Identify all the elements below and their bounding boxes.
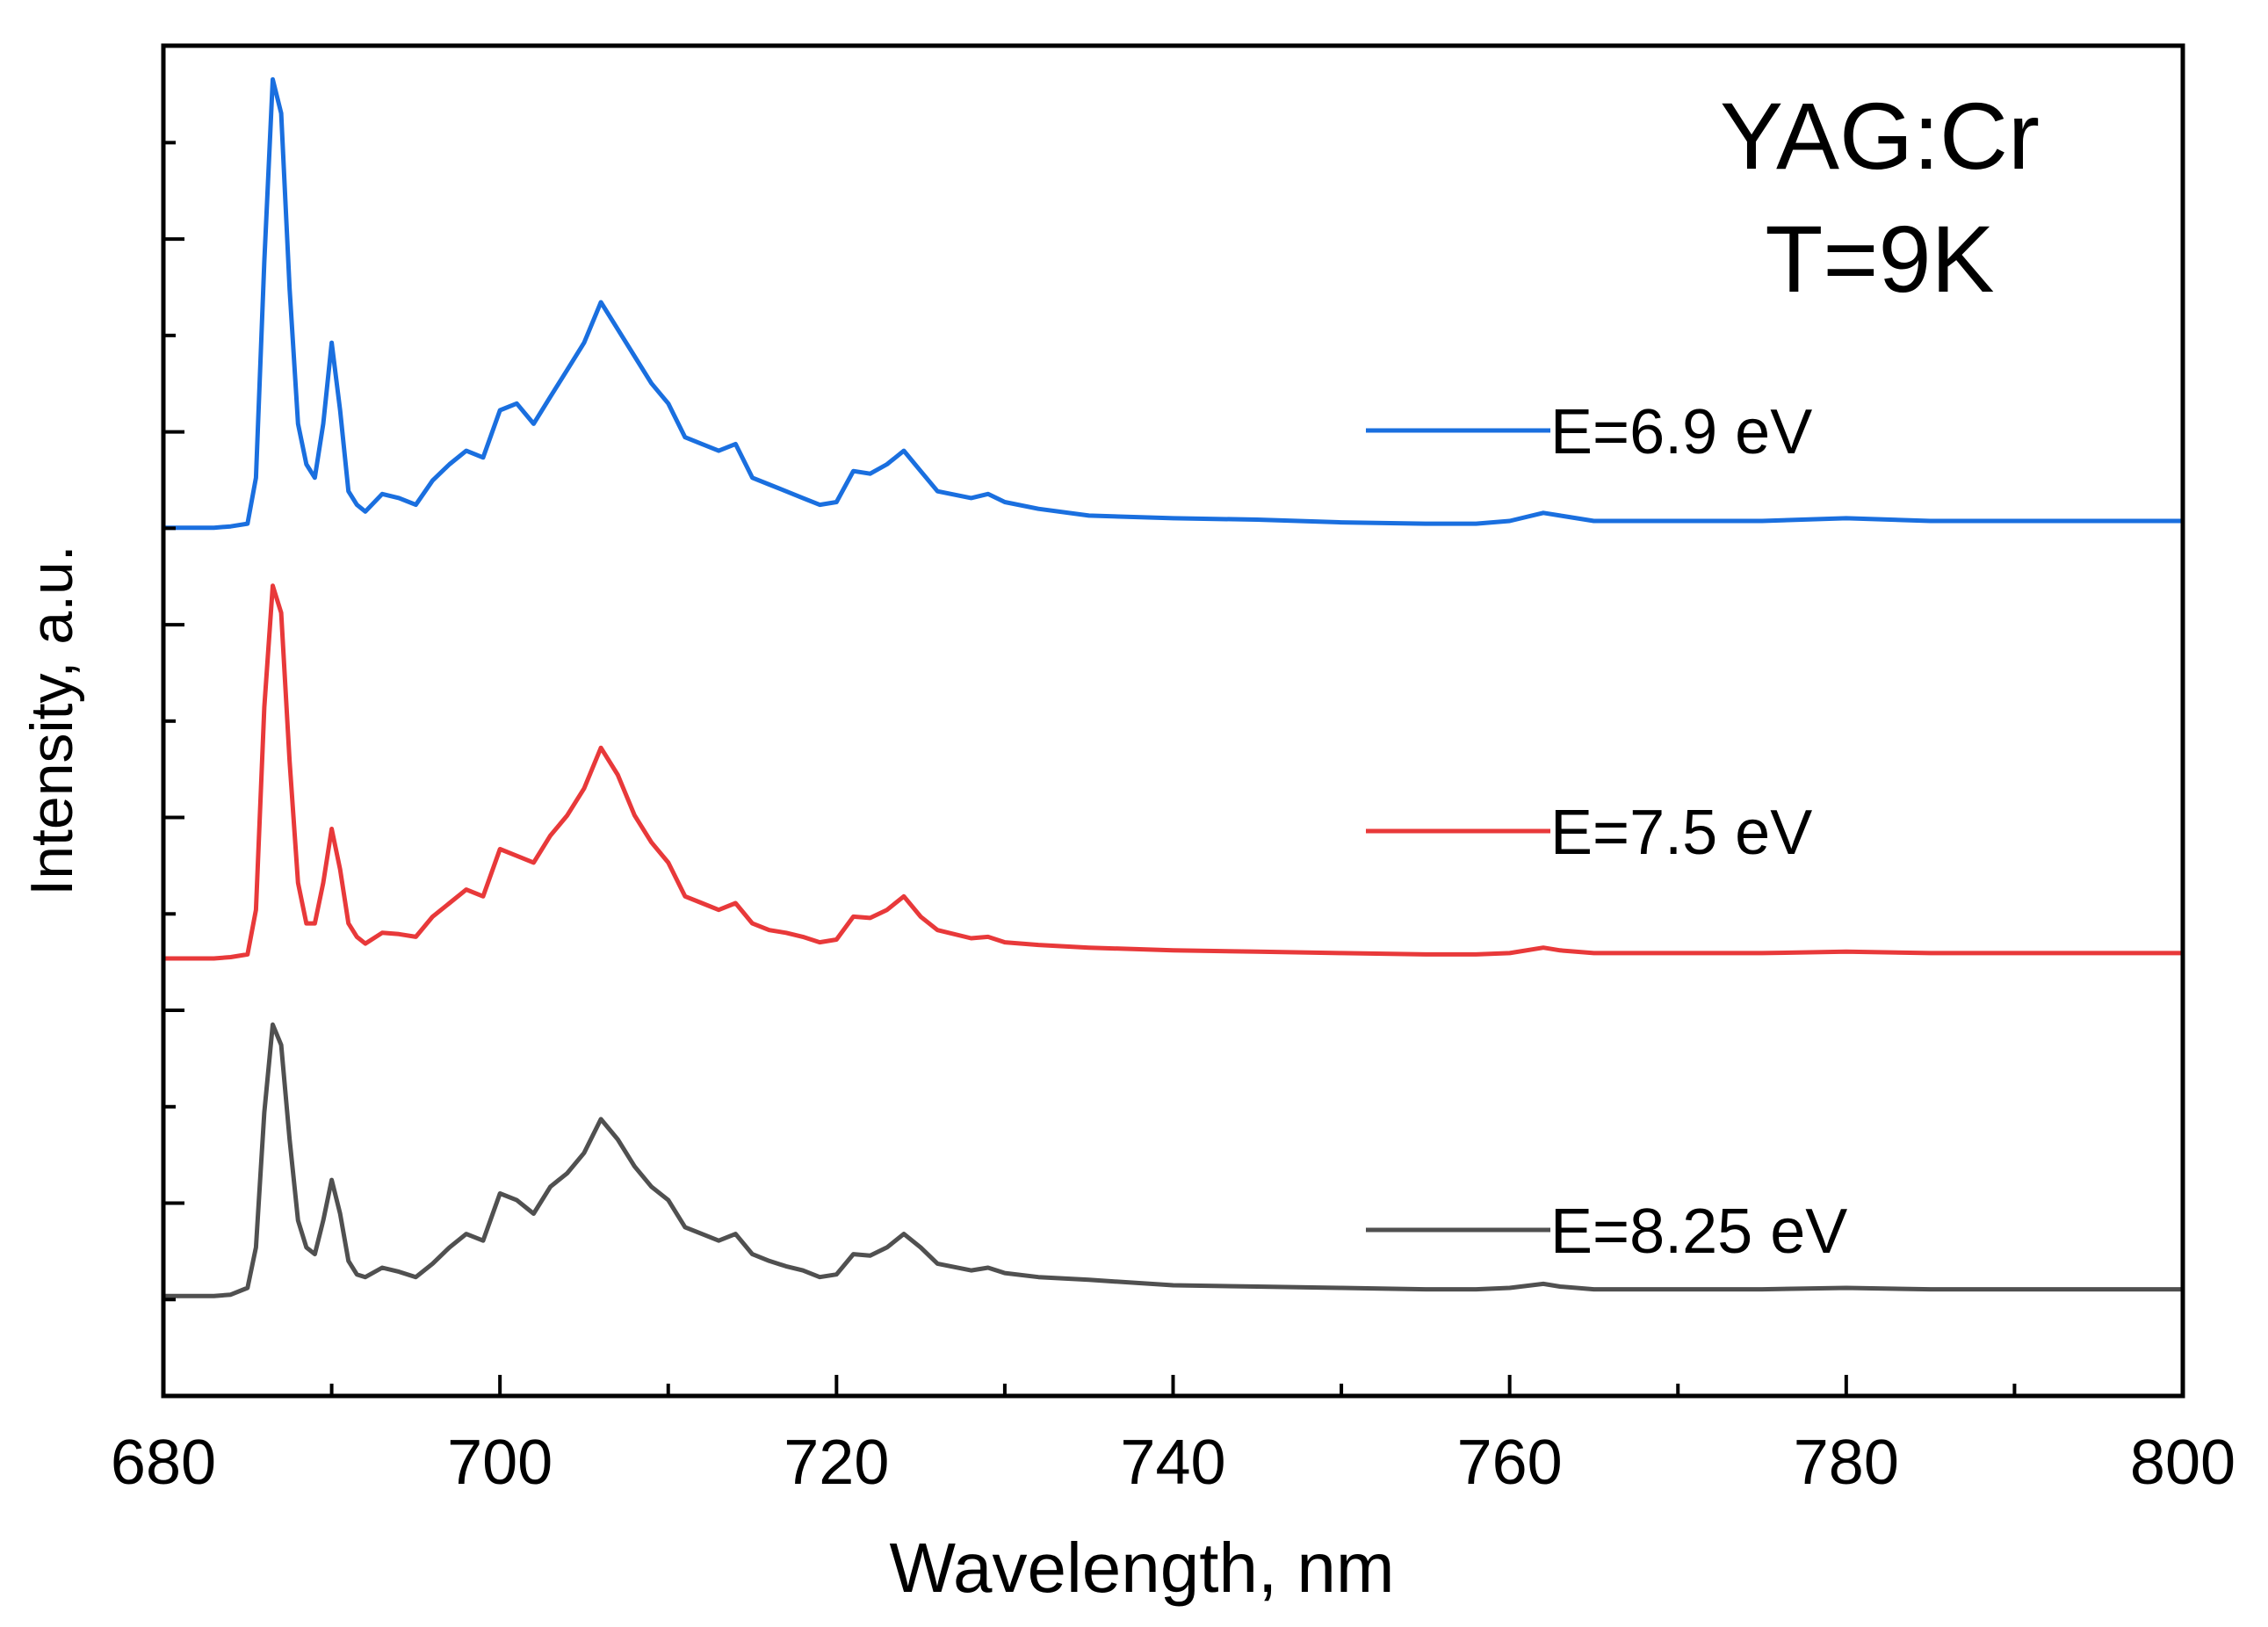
x-tick-label: 720 (784, 1428, 889, 1498)
x-tick-label: 780 (1794, 1428, 1899, 1498)
x-axis-title: Wavelength, nm (889, 1529, 1394, 1607)
legend-label-1: E=6.9 eV (1550, 397, 1812, 467)
x-tick-label: 760 (1457, 1428, 1563, 1498)
x-axis-ticks: 680 700 720 740 760 780 800 (111, 1375, 2235, 1498)
x-tick-label: 800 (2130, 1428, 2235, 1498)
y-axis-title: Intensity, a.u. (18, 545, 85, 895)
series-line-1 (161, 76, 2185, 531)
series-line-3 (161, 1022, 2185, 1298)
series-layer (161, 76, 2185, 1298)
x-tick-label: 700 (447, 1428, 553, 1498)
legend: E=6.9 eV E=7.5 eV E=8.25 eV (1366, 397, 1847, 1267)
x-tick-label: 680 (111, 1428, 216, 1498)
legend-label-2: E=7.5 eV (1550, 798, 1812, 868)
y-axis-ticks (163, 141, 184, 1398)
annotation-sample: YAG:Cr (1720, 83, 2040, 189)
x-tick-label: 740 (1120, 1428, 1225, 1498)
annotation-temperature: T=9K (1765, 206, 1994, 312)
legend-label-3: E=8.25 eV (1550, 1197, 1847, 1267)
series-line-2 (161, 583, 2185, 961)
